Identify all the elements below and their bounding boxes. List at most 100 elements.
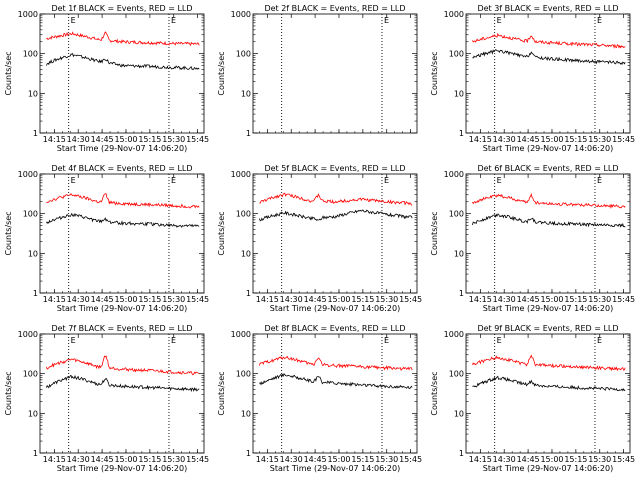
event-rate-line [259, 373, 413, 390]
y-axis-label: Counts/sec [4, 211, 13, 255]
y-tick-label: 1000 [444, 170, 464, 179]
y-axis-label: Counts/sec [430, 51, 439, 95]
x-tick-label: 15:30 [162, 135, 185, 144]
event-marker-label: E [71, 16, 76, 25]
panel-title: Det 9f BLACK = Events, RED = LLD [477, 324, 618, 333]
y-tick-label: 100 [449, 210, 464, 219]
x-axis-label: Start Time (29-Nov-07 14:06:20) [483, 144, 613, 153]
event-marker-label: E [597, 16, 602, 25]
panel-title: Det 7f BLACK = Events, RED = LLD [51, 324, 192, 333]
x-tick-label: 15:00 [540, 295, 563, 304]
x-tick-label: 14:30 [67, 455, 90, 464]
event-rate-line [46, 374, 200, 393]
y-tick-label: 1000 [231, 170, 251, 179]
x-tick-label: 14:45 [517, 455, 540, 464]
x-tick-label: 14:30 [280, 455, 303, 464]
plot-frame [39, 173, 205, 294]
x-tick-label: 14:15 [256, 455, 279, 464]
x-tick-label: 15:45 [612, 135, 635, 144]
y-axis-label: Counts/sec [217, 211, 226, 255]
x-axis-label: Start Time (29-Nov-07 14:06:20) [57, 144, 187, 153]
y-tick-label: 1 [246, 289, 251, 298]
x-tick-label: 15:30 [375, 295, 398, 304]
x-tick-label: 15:45 [186, 455, 209, 464]
y-axis-label: Counts/sec [4, 371, 13, 415]
x-tick-label: 15:00 [327, 455, 350, 464]
event-rate-line [472, 213, 626, 228]
detector-panel: Det 1f BLACK = Events, RED = LLD Counts/s… [4, 4, 209, 153]
y-tick-label: 100 [449, 50, 464, 59]
detector-panel: Det 8f BLACK = Events, RED = LLD Counts/s… [217, 324, 422, 473]
y-tick-label: 100 [236, 370, 251, 379]
plot-frame [39, 333, 205, 454]
plot-frame [465, 13, 631, 134]
x-tick-label: 15:45 [399, 295, 422, 304]
x-tick-label: 15:15 [564, 455, 587, 464]
x-tick-label: 15:15 [564, 135, 587, 144]
event-marker-label: E [384, 336, 389, 345]
event-marker-label: E [171, 16, 176, 25]
x-tick-label: 15:30 [588, 135, 611, 144]
x-tick-label: 15:30 [162, 295, 185, 304]
y-tick-label: 1000 [18, 330, 38, 339]
y-tick-label: 10 [241, 89, 251, 98]
x-tick-label: 15:15 [138, 135, 161, 144]
x-tick-label: 15:15 [351, 295, 374, 304]
event-marker-label: E [171, 336, 176, 345]
y-tick-label: 1 [33, 129, 38, 138]
detector-panel: Det 4f BLACK = Events, RED = LLD Counts/s… [4, 164, 209, 313]
x-tick-label: 15:15 [138, 455, 161, 464]
panel-title: Det 4f BLACK = Events, RED = LLD [51, 164, 192, 173]
x-axis-label: Start Time (29-Nov-07 14:06:20) [483, 464, 613, 473]
lld-rate-line [472, 192, 626, 209]
x-tick-label: 15:45 [612, 455, 635, 464]
y-axis-label: Counts/sec [217, 371, 226, 415]
y-tick-label: 10 [454, 89, 464, 98]
x-tick-label: 15:45 [612, 295, 635, 304]
plot-frame [465, 173, 631, 294]
y-tick-label: 100 [23, 210, 38, 219]
detector-panel: Det 7f BLACK = Events, RED = LLD Counts/s… [4, 324, 209, 473]
x-tick-label: 15:45 [186, 135, 209, 144]
x-axis-label: Start Time (29-Nov-07 14:06:20) [57, 464, 187, 473]
event-rate-line [472, 375, 626, 392]
y-axis-label: Counts/sec [4, 51, 13, 95]
x-tick-label: 15:30 [588, 455, 611, 464]
lld-rate-line [46, 355, 200, 376]
lld-rate-line [259, 192, 413, 206]
event-marker-label: E [71, 336, 76, 345]
lld-rate-line [472, 32, 626, 49]
y-axis-label: Counts/sec [217, 51, 226, 95]
y-tick-label: 10 [28, 89, 38, 98]
y-tick-label: 10 [28, 409, 38, 418]
x-tick-label: 14:45 [91, 135, 114, 144]
event-rate-line [46, 212, 200, 228]
event-rate-line [259, 209, 413, 222]
event-rate-line [46, 52, 200, 71]
x-axis-label: Start Time (29-Nov-07 14:06:20) [270, 464, 400, 473]
x-tick-label: 14:45 [91, 295, 114, 304]
lld-rate-line [259, 355, 413, 372]
lld-rate-line [472, 354, 626, 372]
y-tick-label: 100 [236, 50, 251, 59]
event-rate-line [472, 49, 626, 66]
y-tick-label: 1 [459, 449, 464, 458]
x-tick-label: 14:30 [493, 455, 516, 464]
panel-title: Det 5f BLACK = Events, RED = LLD [264, 164, 405, 173]
y-tick-label: 1 [33, 449, 38, 458]
x-axis-label: Start Time (29-Nov-07 14:06:20) [57, 304, 187, 313]
x-tick-label: 14:30 [67, 135, 90, 144]
x-tick-label: 15:45 [186, 295, 209, 304]
x-axis-label: Start Time (29-Nov-07 14:06:20) [483, 304, 613, 313]
y-tick-label: 1000 [18, 10, 38, 19]
x-tick-label: 14:15 [469, 295, 492, 304]
x-tick-label: 14:15 [43, 295, 66, 304]
y-tick-label: 1000 [444, 330, 464, 339]
panel-title: Det 8f BLACK = Events, RED = LLD [264, 324, 405, 333]
x-tick-label: 14:15 [469, 135, 492, 144]
x-tick-label: 14:15 [256, 295, 279, 304]
x-axis-label: Start Time (29-Nov-07 14:06:20) [270, 304, 400, 313]
y-tick-label: 100 [23, 50, 38, 59]
event-marker-label: E [497, 176, 502, 185]
